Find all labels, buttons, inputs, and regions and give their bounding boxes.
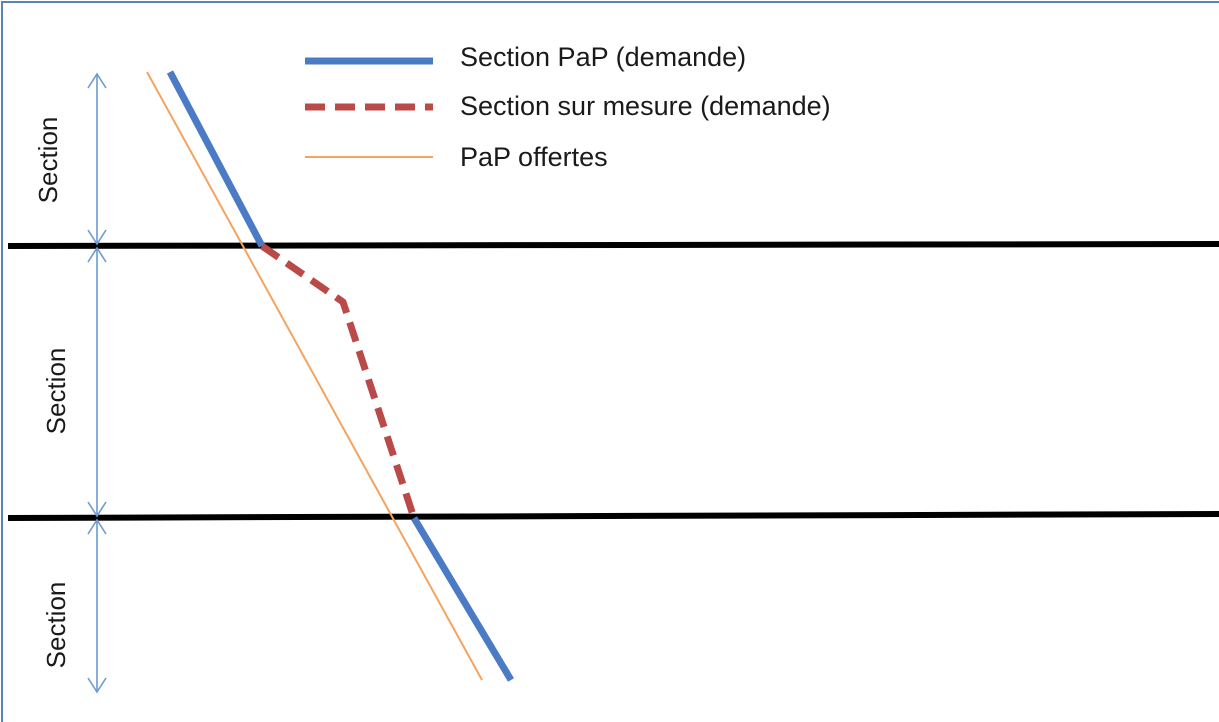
section-label-top: Section bbox=[33, 117, 63, 204]
section-boundary-upper bbox=[7, 241, 1219, 249]
pap-offertes-line bbox=[146, 71, 483, 681]
arrowhead-bottom-down bbox=[87, 677, 107, 694]
section-pap-segment-top bbox=[166, 70, 266, 248]
section-label-bottom: Section bbox=[41, 582, 71, 669]
section-pap-segment-bottom bbox=[410, 516, 515, 682]
arrowhead-top-up bbox=[87, 72, 107, 89]
section-label-middle: Section bbox=[41, 348, 71, 435]
arrowhead-bottom-up bbox=[87, 518, 107, 535]
legend: Section PaP (demande) Section sur mesure… bbox=[305, 42, 831, 172]
arrowhead-top-down bbox=[87, 229, 107, 246]
arrowhead-middle-up bbox=[87, 246, 107, 263]
legend-label-pap: Section PaP (demande) bbox=[460, 42, 746, 72]
legend-label-pap-offertes: PaP offertes bbox=[460, 142, 608, 172]
section-boundary-lower bbox=[7, 511, 1219, 521]
section-sur-mesure-path bbox=[260, 243, 418, 520]
legend-label-sur-mesure: Section sur mesure (demande) bbox=[460, 91, 831, 121]
dimension-arrows bbox=[87, 72, 107, 694]
arrowhead-middle-down bbox=[87, 501, 107, 518]
